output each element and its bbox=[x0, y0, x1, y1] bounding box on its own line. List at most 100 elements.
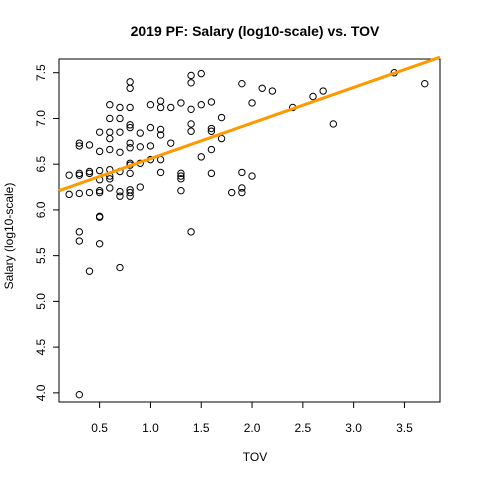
data-point bbox=[238, 184, 246, 192]
data-point bbox=[126, 78, 134, 86]
y-tick-label: 7.0 bbox=[34, 110, 48, 127]
data-point bbox=[126, 188, 134, 197]
data-point bbox=[217, 134, 226, 143]
y-axis: 4.0 4.5 5.0 5.5 6.0 6.5 7.0 7.5 bbox=[34, 64, 59, 401]
data-point bbox=[65, 171, 73, 179]
data-point bbox=[156, 97, 165, 105]
data-point bbox=[106, 175, 114, 183]
data-point bbox=[228, 188, 236, 197]
fit-line-group bbox=[58, 55, 441, 193]
data-point bbox=[156, 168, 165, 177]
data-point bbox=[106, 128, 114, 136]
data-point bbox=[85, 141, 94, 149]
data-point bbox=[116, 128, 124, 136]
data-point bbox=[197, 101, 205, 109]
data-point bbox=[329, 120, 338, 128]
y-tick-label: 5.5 bbox=[34, 247, 48, 264]
data-point bbox=[238, 79, 246, 88]
data-point bbox=[75, 189, 84, 198]
data-point bbox=[177, 99, 185, 107]
data-point bbox=[116, 114, 124, 123]
data-point bbox=[106, 101, 114, 109]
data-point bbox=[126, 123, 134, 132]
data-point bbox=[146, 142, 155, 150]
y-tick-label: 4.0 bbox=[34, 384, 48, 401]
data-point bbox=[136, 129, 144, 137]
x-axis-label: TOV bbox=[243, 450, 267, 464]
data-point bbox=[207, 98, 216, 106]
data-point bbox=[197, 69, 205, 78]
x-tick-label: 0.5 bbox=[91, 421, 108, 435]
data-point bbox=[95, 213, 104, 221]
data-point bbox=[85, 169, 94, 178]
data-point bbox=[126, 192, 134, 200]
data-point bbox=[116, 192, 124, 200]
data-point bbox=[258, 84, 266, 92]
data-point bbox=[248, 99, 256, 107]
data-point bbox=[75, 237, 84, 245]
data-point bbox=[187, 120, 195, 128]
data-point bbox=[136, 183, 144, 191]
data-point bbox=[248, 172, 256, 180]
data-point bbox=[167, 139, 175, 147]
data-point bbox=[95, 240, 104, 248]
data-point bbox=[207, 169, 216, 178]
data-point bbox=[75, 228, 84, 236]
data-point bbox=[95, 188, 104, 197]
data-point bbox=[146, 123, 155, 132]
data-point bbox=[309, 92, 317, 101]
data-point bbox=[156, 103, 165, 112]
data-point bbox=[106, 184, 114, 192]
data-point bbox=[187, 105, 195, 114]
regression-line bbox=[58, 55, 441, 193]
data-point bbox=[75, 142, 84, 150]
data-point bbox=[126, 139, 134, 147]
chart-title: 2019 PF: Salary (log10-scale) vs. TOV bbox=[131, 23, 380, 39]
x-axis: 0.5 1.0 1.5 2.0 2.5 3.0 3.5 bbox=[91, 402, 413, 435]
data-point bbox=[156, 125, 165, 134]
data-point bbox=[136, 143, 144, 151]
data-point bbox=[126, 84, 134, 92]
data-point bbox=[126, 103, 134, 112]
data-point bbox=[116, 103, 124, 112]
data-point bbox=[177, 175, 185, 183]
data-point bbox=[116, 187, 124, 196]
data-point bbox=[268, 87, 277, 95]
data-point bbox=[75, 390, 84, 399]
data-point bbox=[106, 145, 114, 154]
data-point bbox=[85, 267, 94, 275]
data-point bbox=[106, 134, 114, 143]
data-point bbox=[65, 190, 73, 199]
data-point bbox=[187, 228, 195, 236]
data-point bbox=[177, 172, 185, 180]
data-point bbox=[167, 103, 175, 112]
data-point bbox=[126, 144, 134, 152]
y-tick-label: 6.5 bbox=[34, 156, 48, 173]
data-point bbox=[126, 121, 134, 129]
y-axis-label: Salary (log10-scale) bbox=[2, 183, 16, 290]
x-tick-label: 2.0 bbox=[244, 421, 261, 435]
data-point bbox=[217, 113, 226, 122]
data-point bbox=[207, 127, 216, 135]
data-point bbox=[95, 147, 104, 156]
data-point bbox=[126, 169, 134, 178]
plot-frame bbox=[58, 58, 441, 403]
data-point bbox=[319, 87, 327, 95]
data-point bbox=[177, 169, 185, 178]
y-tick-label: 5.0 bbox=[34, 293, 48, 310]
data-point bbox=[207, 124, 216, 133]
data-point bbox=[238, 188, 246, 197]
data-point bbox=[116, 263, 124, 272]
data-point bbox=[187, 79, 195, 87]
data-point bbox=[156, 131, 165, 139]
data-point bbox=[75, 139, 84, 147]
data-point bbox=[116, 148, 124, 156]
x-tick-label: 2.5 bbox=[294, 421, 311, 435]
data-point bbox=[95, 166, 104, 175]
data-point bbox=[187, 127, 195, 135]
data-point bbox=[177, 187, 185, 195]
y-tick-label: 6.0 bbox=[34, 201, 48, 218]
x-tick-label: 3.5 bbox=[396, 421, 413, 435]
data-points bbox=[65, 69, 429, 399]
